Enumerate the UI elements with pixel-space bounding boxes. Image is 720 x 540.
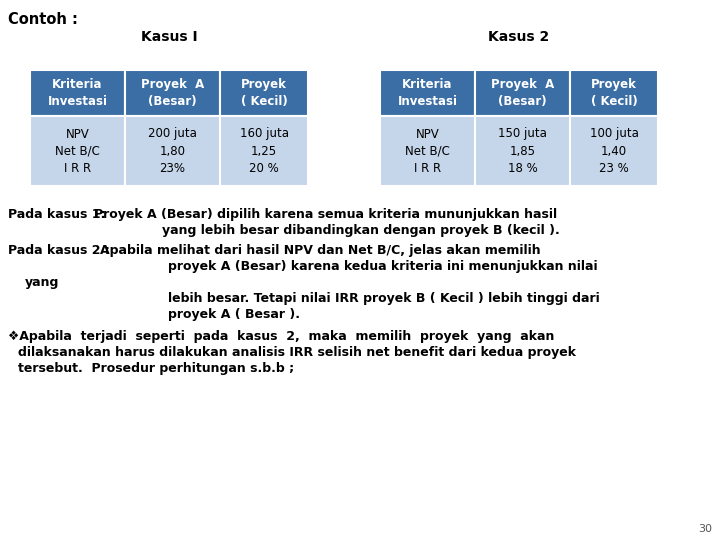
Text: 100 juta
1,40
23 %: 100 juta 1,40 23 % [590, 127, 639, 174]
Text: 150 juta
1,85
18 %: 150 juta 1,85 18 % [498, 127, 547, 174]
Text: lebih besar. Tetapi nilai IRR proyek B ( Kecil ) lebih tinggi dari: lebih besar. Tetapi nilai IRR proyek B (… [168, 292, 600, 305]
FancyBboxPatch shape [220, 70, 308, 116]
Text: Kasus I: Kasus I [140, 30, 197, 44]
FancyBboxPatch shape [220, 116, 308, 186]
Text: Proyek  A
(Besar): Proyek A (Besar) [491, 78, 554, 108]
Text: Proyek  A
(Besar): Proyek A (Besar) [141, 78, 204, 108]
Text: Pada kasus 2 :: Pada kasus 2 : [8, 244, 119, 257]
FancyBboxPatch shape [475, 70, 570, 116]
Text: yang: yang [25, 276, 59, 289]
FancyBboxPatch shape [30, 116, 125, 186]
FancyBboxPatch shape [125, 70, 220, 116]
Text: 30: 30 [698, 524, 712, 534]
Text: dilaksanakan harus dilakukan analisis IRR selisih net benefit dari kedua proyek: dilaksanakan harus dilakukan analisis IR… [18, 346, 576, 359]
Text: Proyek
( Kecil): Proyek ( Kecil) [240, 78, 287, 108]
Text: Apabila melihat dari hasil NPV dan Net B/C, jelas akan memilih: Apabila melihat dari hasil NPV dan Net B… [100, 244, 541, 257]
Text: Pada kasus 1:: Pada kasus 1: [8, 208, 114, 221]
Text: ❖Apabila  terjadi  seperti  pada  kasus  2,  maka  memilih  proyek  yang  akan: ❖Apabila terjadi seperti pada kasus 2, m… [8, 330, 554, 343]
Text: Kriteria
Investasi: Kriteria Investasi [48, 78, 107, 108]
Text: 200 juta
1,80
23%: 200 juta 1,80 23% [148, 127, 197, 174]
FancyBboxPatch shape [475, 116, 570, 186]
Text: tersebut.  Prosedur perhitungan s.b.b ;: tersebut. Prosedur perhitungan s.b.b ; [18, 362, 294, 375]
FancyBboxPatch shape [125, 116, 220, 186]
Text: yang lebih besar dibandingkan dengan proyek B (kecil ).: yang lebih besar dibandingkan dengan pro… [162, 224, 559, 237]
Text: NPV
Net B/C
I R R: NPV Net B/C I R R [55, 127, 100, 174]
Text: Proyek A (Besar) dipilih karena semua kriteria mununjukkan hasil: Proyek A (Besar) dipilih karena semua kr… [94, 208, 557, 221]
Text: Contoh :: Contoh : [8, 12, 78, 27]
Text: 160 juta
1,25
20 %: 160 juta 1,25 20 % [240, 127, 289, 174]
Text: proyek A ( Besar ).: proyek A ( Besar ). [168, 308, 300, 321]
FancyBboxPatch shape [30, 70, 125, 116]
FancyBboxPatch shape [380, 70, 475, 116]
FancyBboxPatch shape [570, 70, 658, 116]
FancyBboxPatch shape [570, 116, 658, 186]
Text: proyek A (Besar) karena kedua kriteria ini menunjukkan nilai: proyek A (Besar) karena kedua kriteria i… [168, 260, 598, 273]
Text: Kriteria
Investasi: Kriteria Investasi [397, 78, 457, 108]
Text: Proyek
( Kecil): Proyek ( Kecil) [590, 78, 637, 108]
FancyBboxPatch shape [380, 116, 475, 186]
Text: NPV
Net B/C
I R R: NPV Net B/C I R R [405, 127, 450, 174]
Text: Kasus 2: Kasus 2 [488, 30, 549, 44]
